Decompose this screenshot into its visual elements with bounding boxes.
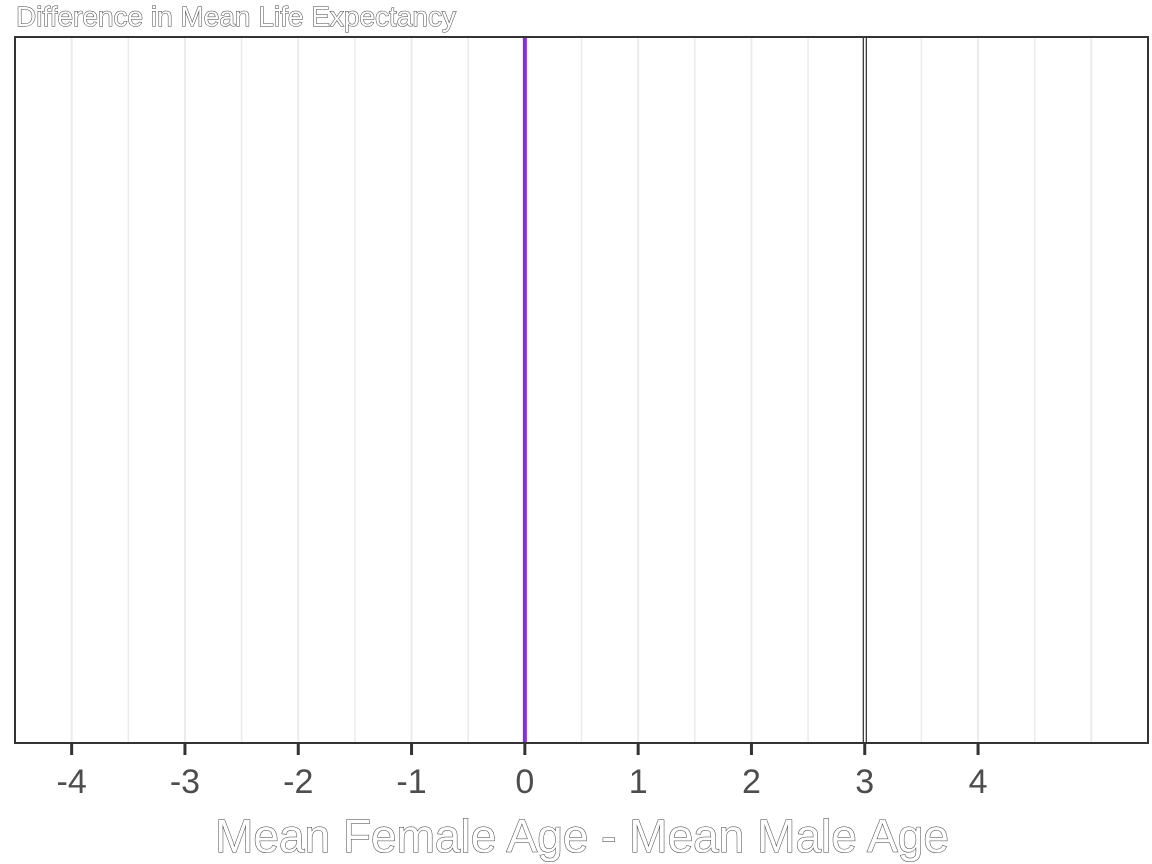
x-tick-label: 0 — [515, 763, 534, 801]
x-tick-label: 1 — [629, 763, 648, 801]
x-axis: -4 -3 -2 -1 0 1 2 3 4 — [57, 743, 988, 801]
x-tick-label: 2 — [742, 763, 761, 801]
x-tick-label: -3 — [170, 763, 200, 801]
x-tick-label: -1 — [396, 763, 426, 801]
x-tick-label: -2 — [283, 763, 313, 801]
grid-lines — [70, 37, 1093, 743]
reference-lines — [522, 37, 867, 743]
x-tick-label: 4 — [969, 763, 988, 801]
chart-title: Difference in Mean Life Expectancy — [16, 1, 456, 32]
x-tick-label: -4 — [57, 763, 87, 801]
x-tick-label: 3 — [855, 763, 874, 801]
panel-border — [14, 36, 1149, 744]
x-axis-label: Mean Female Age - Mean Male Age — [215, 810, 949, 862]
